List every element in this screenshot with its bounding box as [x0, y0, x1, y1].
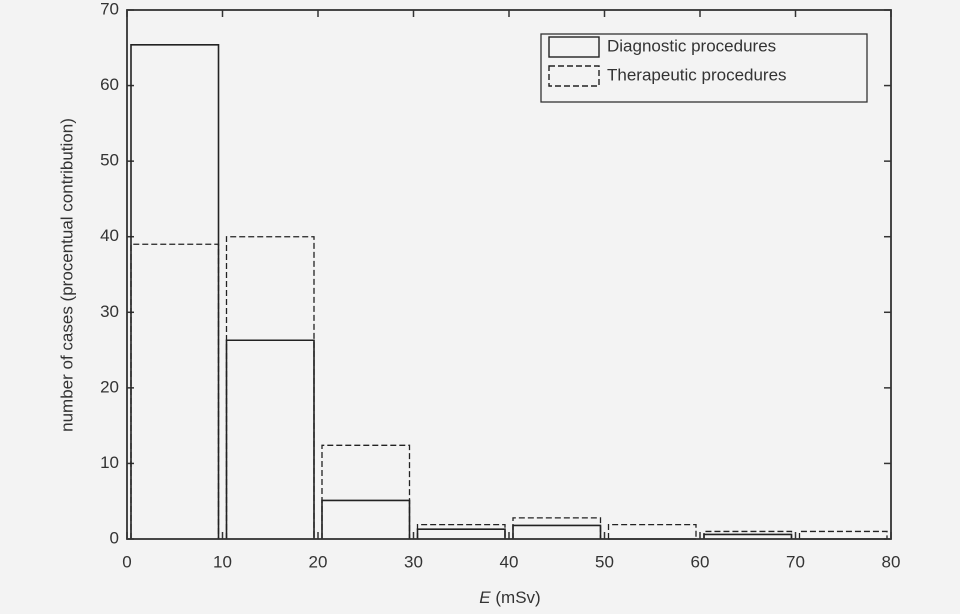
histogram-bar — [225, 236, 315, 539]
histogram-bar — [512, 517, 602, 539]
legend-frame — [540, 33, 868, 103]
legend-label: Therapeutic procedures — [607, 65, 787, 84]
x-tick-label: 60 — [691, 552, 710, 571]
histogram-bar — [703, 530, 793, 539]
x-tick-label: 0 — [122, 552, 131, 571]
x-axis-label-symbol: E — [479, 588, 491, 607]
x-tick-label: 50 — [595, 552, 614, 571]
y-tick-label: 40 — [100, 226, 119, 245]
x-tick-label: 30 — [404, 552, 423, 571]
plot-frame — [126, 9, 892, 540]
histogram-bar — [512, 524, 602, 539]
x-tick-label: 70 — [786, 552, 805, 571]
histogram-bar — [321, 444, 411, 539]
y-tick-label: 0 — [110, 528, 119, 547]
histogram-bar — [607, 523, 697, 539]
histogram-bar — [416, 523, 506, 539]
x-axis-label: E (mSv) — [479, 588, 540, 607]
histogram-bar — [130, 243, 220, 539]
legend-swatch — [548, 36, 600, 58]
legend-swatch — [548, 65, 600, 87]
y-tick-label: 20 — [100, 377, 119, 396]
x-axis-label-unit: (mSv) — [495, 588, 540, 607]
y-tick-label: 10 — [100, 453, 119, 472]
x-tick-label: 20 — [309, 552, 328, 571]
histogram-bar — [798, 530, 888, 539]
y-tick-label: 30 — [100, 302, 119, 321]
legend-label: Diagnostic procedures — [607, 36, 776, 55]
x-tick-label: 80 — [882, 552, 901, 571]
y-axis-label: number of cases (procentual contribution… — [57, 118, 76, 432]
x-tick-label: 10 — [213, 552, 232, 571]
y-tick-label: 70 — [100, 0, 119, 18]
y-tick-label: 60 — [100, 75, 119, 94]
x-tick-label: 40 — [500, 552, 519, 571]
y-tick-label: 50 — [100, 151, 119, 170]
